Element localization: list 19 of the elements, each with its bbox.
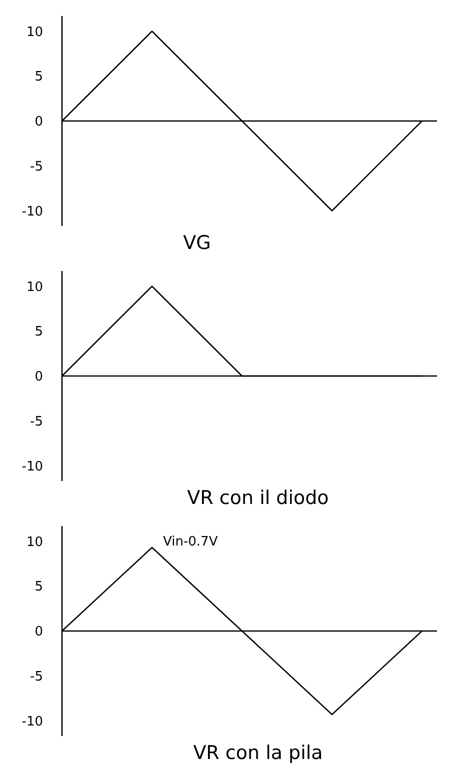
y-tick-label: -10 bbox=[22, 204, 43, 220]
y-tick-label: -10 bbox=[22, 714, 43, 730]
y-tick-label: 0 bbox=[34, 624, 43, 640]
y-tick-label: 10 bbox=[26, 24, 43, 40]
y-tick-label: -10 bbox=[22, 459, 43, 474]
annotation: Vin-0.7V bbox=[163, 534, 218, 550]
y-tick-label: 5 bbox=[34, 580, 43, 595]
x-axis-title: VG bbox=[183, 232, 211, 254]
x-axis-title: VR con la pila bbox=[193, 742, 323, 764]
x-axis-title: VR con il diodo bbox=[187, 487, 329, 509]
y-tick-label: 0 bbox=[34, 370, 43, 385]
y-tick-label: 10 bbox=[26, 534, 43, 550]
y-tick-label: 0 bbox=[34, 114, 43, 130]
y-tick-label: -5 bbox=[30, 669, 43, 684]
y-tick-label: -5 bbox=[30, 159, 43, 174]
y-tick-label: 5 bbox=[34, 70, 43, 85]
y-tick-label: -5 bbox=[30, 414, 43, 430]
y-tick-label: 5 bbox=[34, 324, 43, 340]
y-tick-label: 10 bbox=[26, 280, 43, 295]
